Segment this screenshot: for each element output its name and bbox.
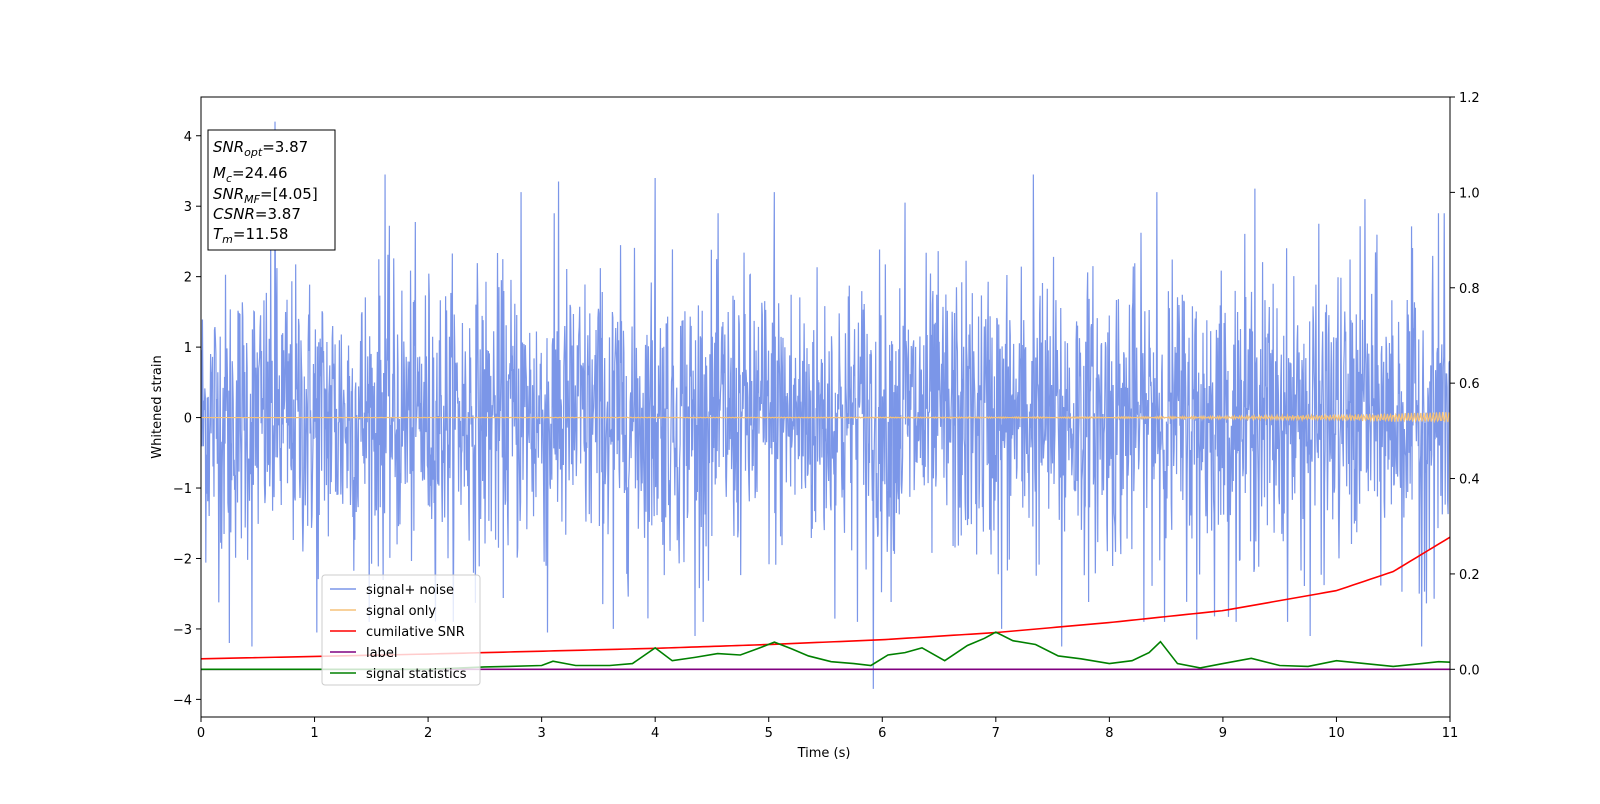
y2-tick-label: 0.4	[1459, 473, 1480, 488]
plot-area-frame	[200, 96, 1451, 718]
x-tick-label: 4	[651, 726, 659, 741]
y2-tick-label: 0.8	[1459, 282, 1480, 297]
info-snr-opt: SNRopt=3.87	[213, 138, 308, 159]
x-tick-label: 6	[878, 726, 886, 741]
x-tick-label: 7	[992, 726, 1000, 741]
info-mc: Mc=24.46	[213, 164, 288, 185]
series-line-signal-statistics	[201, 631, 1450, 671]
x-tick-label: 2	[424, 726, 432, 741]
info-box: SNRopt=3.87 Mc=24.46 SNRMF=[4.05] CSNR=3…	[207, 129, 336, 251]
series-line-signal-noise	[201, 121, 1450, 689]
x-tick-label: 0	[197, 726, 205, 741]
x-tick-label: 1	[310, 726, 318, 741]
x-tick-label: 3	[537, 726, 545, 741]
y-tick-label: 2	[184, 271, 192, 286]
y-tick-label: 1	[184, 341, 192, 356]
legend-label: cumilative SNR	[366, 625, 465, 640]
y-axis-left: 4 3 2 1 0 −1 −2 −3 −4	[173, 130, 201, 708]
y-tick-label: 0	[184, 412, 192, 427]
info-tm: Tm=11.58	[213, 225, 288, 246]
legend-label: signal+ noise	[366, 583, 454, 598]
y-tick-label: −2	[173, 552, 192, 567]
y-tick-label: 4	[184, 130, 192, 145]
y-tick-label: 3	[184, 200, 192, 215]
y2-tick-label: 0.0	[1459, 663, 1480, 678]
legend-frame	[321, 574, 481, 686]
y-tick-label: −3	[173, 623, 192, 638]
y2-tick-label: 0.6	[1459, 377, 1480, 392]
info-csnr: CSNR=3.87	[213, 205, 301, 223]
x-tick-label: 8	[1105, 726, 1113, 741]
x-axis: 0 1 2 3 4 5 6 7 8 9 10 11	[197, 717, 1458, 741]
series-line-signal-only	[201, 412, 1450, 424]
legend-label: signal only	[366, 604, 436, 619]
x-tick-label: 10	[1328, 726, 1345, 741]
legend-label: signal statistics	[366, 667, 467, 682]
y2-tick-label: 1.2	[1459, 91, 1480, 106]
y-tick-label: −1	[173, 482, 192, 497]
y-tick-label: −4	[173, 693, 192, 708]
info-snr-mf: SNRMF=[4.05]	[213, 185, 318, 206]
x-tick-label: 11	[1442, 726, 1459, 741]
x-tick-label: 9	[1219, 726, 1227, 741]
info-box-frame	[207, 129, 336, 251]
legend-label: label	[366, 646, 397, 661]
y-axis-right: 1.2 1.0 0.8 0.6 0.4 0.2 0.0	[1450, 91, 1480, 678]
x-axis-label: Time (s)	[797, 746, 851, 761]
y2-tick-label: 1.0	[1459, 186, 1480, 201]
y-axis-label: Whitened strain	[150, 355, 165, 458]
y2-tick-label: 0.2	[1459, 568, 1480, 583]
x-tick-label: 5	[765, 726, 773, 741]
legend: signal+ noise signal only cumilative SNR la…	[321, 574, 481, 686]
